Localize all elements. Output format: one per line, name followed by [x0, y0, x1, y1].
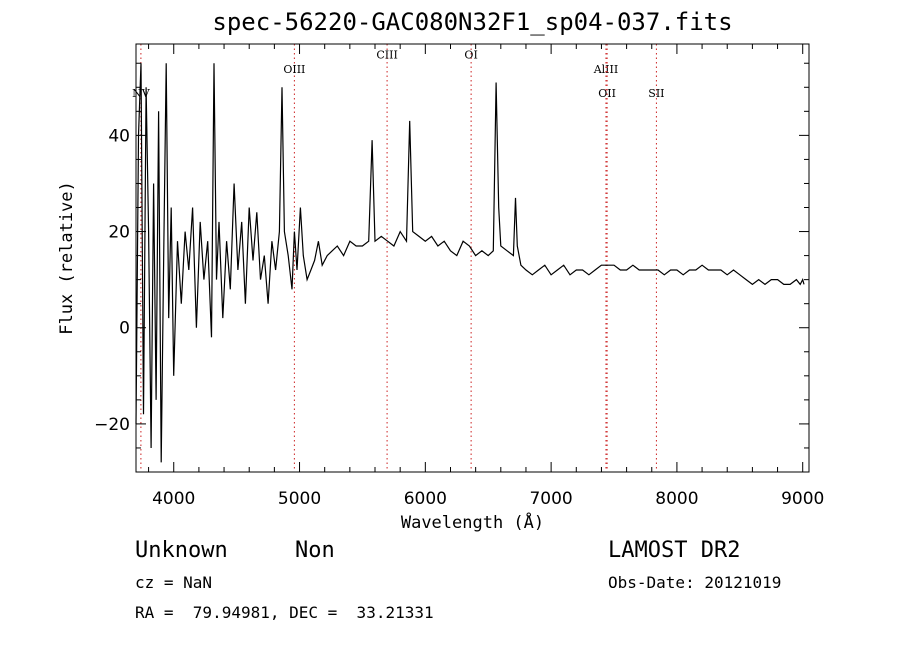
x-tick-label-4: 8000	[655, 489, 698, 509]
object-subclass: Non	[295, 538, 335, 563]
marker-label-1: OIII	[283, 63, 305, 76]
spectrum-series	[135, 63, 805, 463]
x-axis-label: Wavelength (Å)	[401, 511, 544, 533]
spectrum-line-0	[135, 63, 805, 463]
marker-label-6: SII	[648, 87, 664, 100]
plot-frame	[135, 43, 810, 473]
x-tick-label-3: 7000	[529, 489, 572, 509]
y-axis-label: Flux (relative)	[57, 181, 77, 335]
x-tick-label-2: 6000	[404, 489, 447, 509]
x-tick-label-5: 9000	[781, 489, 824, 509]
plot-axes	[135, 43, 810, 473]
marker-label-2: CIII	[376, 48, 397, 61]
y-tick-label-1: 0	[119, 319, 130, 339]
x-tick-label-0: 4000	[152, 489, 195, 509]
y-tick-label-0: −20	[94, 415, 130, 435]
axis-labels: 4000 5000 6000 7000 8000 9000 −20 0 20 40 Waveleng…	[57, 126, 824, 533]
y-tick-label-3: 40	[108, 126, 130, 146]
object-class: Unknown	[135, 538, 228, 563]
y-tick-label-2: 20	[108, 223, 130, 243]
marker-label-5: OII	[598, 87, 616, 100]
marker-label-3: OI	[464, 48, 477, 61]
x-tick-label-1: 5000	[278, 489, 321, 509]
marker-label-4: AlIII	[593, 63, 619, 76]
survey-name: LAMOST DR2	[608, 538, 741, 563]
redshift-cz: cz = NaN	[135, 573, 213, 592]
ra-dec-coordinates: RA = 79.94981, DEC = 33.21331	[135, 603, 434, 622]
observation-date: Obs-Date: 20121019	[608, 573, 782, 592]
chart-title: spec-56220-GAC080N32F1_sp04-037.fits	[212, 8, 733, 36]
